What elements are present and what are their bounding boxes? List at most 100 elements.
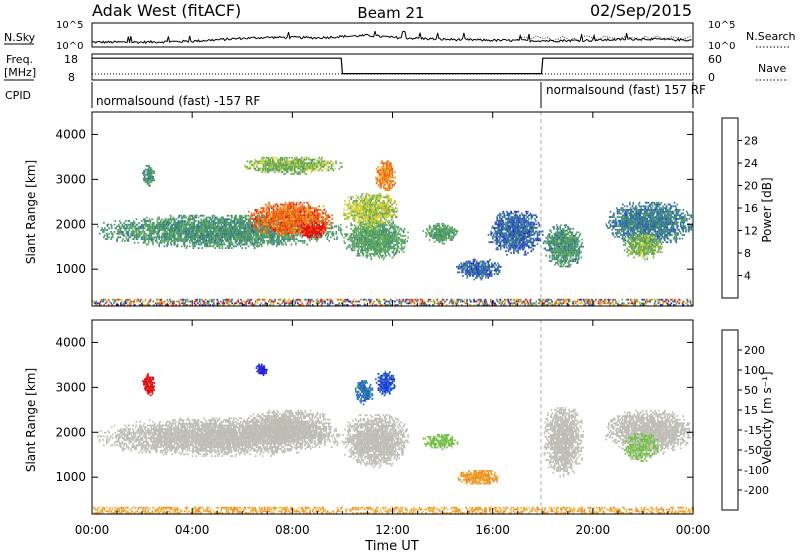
power-cell (166, 236, 168, 239)
power-cell (208, 223, 210, 226)
power-cell (293, 216, 296, 218)
power-cell (276, 214, 278, 217)
power-cell (367, 249, 370, 252)
power-cell (192, 216, 195, 219)
power-cell (193, 220, 195, 222)
power-cell (214, 247, 217, 249)
power-cell (367, 251, 369, 253)
power-cell (278, 243, 280, 246)
power-cell (391, 245, 394, 248)
power-cell (360, 236, 363, 239)
power-cell (281, 205, 283, 208)
power-cell (232, 220, 234, 222)
power-cell (309, 210, 312, 213)
power-cell (307, 219, 310, 222)
power-cell (111, 232, 114, 235)
power-cell (360, 231, 363, 234)
power-cell (260, 240, 262, 242)
power-cell (178, 229, 181, 231)
power-cell (366, 244, 368, 246)
power-cell (175, 238, 177, 240)
power-cell (392, 207, 394, 209)
power-cell (213, 227, 216, 230)
power-cell (182, 240, 184, 242)
power-cell (216, 245, 218, 248)
power-cell (393, 231, 395, 234)
power-cell (332, 221, 334, 224)
power-cell (273, 160, 276, 163)
power-cell (163, 225, 166, 228)
power-cell (194, 214, 196, 217)
power-cell (317, 229, 320, 231)
power-cell (291, 219, 293, 222)
power-cell (240, 234, 243, 237)
power-cell (126, 231, 129, 233)
power-cell (391, 183, 394, 186)
power-cell (310, 238, 313, 240)
power-cell (192, 218, 195, 221)
power-cell (290, 221, 292, 224)
power-cell (272, 158, 275, 161)
power-cell (203, 240, 206, 242)
power-cell (390, 247, 393, 250)
power-cell (245, 243, 247, 246)
power-cell (246, 231, 249, 233)
power-cell (384, 223, 387, 226)
power-cell (145, 238, 147, 240)
power-cell (287, 214, 290, 217)
beam-title: Beam 21 (357, 4, 424, 22)
power-cell (286, 212, 289, 215)
power-cell (359, 229, 362, 232)
power-cell (211, 236, 214, 239)
power-cell (191, 234, 194, 237)
power-cell (185, 229, 188, 231)
power-cell (239, 227, 241, 230)
power-cell (267, 229, 269, 231)
power-cell (377, 233, 380, 236)
power-cell (387, 238, 389, 241)
power-cell (283, 203, 285, 206)
power-cell (172, 234, 174, 237)
power-cell (314, 222, 316, 224)
power-cell (151, 223, 153, 226)
power-cell (354, 216, 357, 218)
power-cell (202, 236, 204, 239)
power-cell (387, 214, 389, 217)
power-cell (347, 238, 350, 241)
power-cell (107, 223, 110, 226)
power-cell (310, 234, 313, 237)
power-cell (296, 228, 298, 231)
power-cell (356, 235, 358, 237)
power-cell (344, 200, 346, 202)
power-cell (221, 238, 224, 240)
power-cell (270, 205, 273, 208)
power-cell (357, 226, 359, 228)
power-cell (349, 203, 351, 206)
power-cell (217, 234, 219, 237)
power-cell (371, 247, 373, 250)
power-cell (234, 229, 237, 231)
power-cell (393, 236, 395, 239)
power-cell (366, 207, 368, 209)
power-cell (282, 209, 284, 211)
power-cell (161, 218, 163, 221)
power-cell (212, 236, 215, 239)
power-cell (354, 201, 357, 204)
power-cell (279, 162, 282, 165)
power-cell (264, 221, 267, 224)
power-cell (175, 223, 178, 226)
power-cell (284, 219, 286, 222)
power-cell (360, 233, 363, 236)
power-cell (166, 245, 168, 248)
power-cell (311, 225, 313, 227)
power-cell (210, 232, 213, 235)
power-cell (382, 221, 385, 224)
power-cell (250, 212, 253, 215)
power-cell (147, 227, 150, 230)
power-cell (268, 210, 270, 213)
power-cell (307, 227, 309, 230)
power-cell (258, 236, 260, 239)
power-cell (234, 227, 237, 230)
power-cell (379, 198, 381, 200)
power-cell (282, 221, 284, 224)
